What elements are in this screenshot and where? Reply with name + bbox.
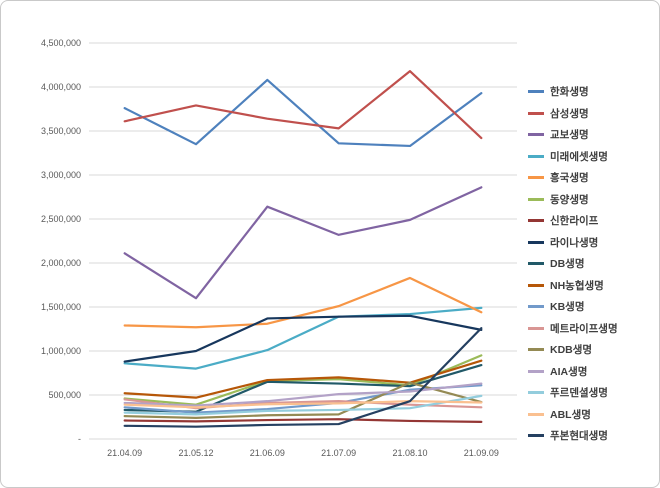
legend-swatch-icon — [528, 262, 544, 265]
legend-item: KDB생명 — [528, 343, 618, 356]
legend-item: 신한라이프 — [528, 214, 618, 227]
series-line — [123, 78, 483, 148]
x-axis-tick-label: 21.09.09 — [464, 448, 499, 458]
series-line — [123, 381, 483, 419]
y-axis-tick-label: 4,500,000 — [41, 38, 81, 48]
legend-swatch-icon — [528, 391, 544, 394]
legend-label: 푸본현대생명 — [550, 430, 608, 442]
legend-label: 교보생명 — [550, 129, 589, 141]
x-axis-tick-label: 21.05.12 — [178, 448, 213, 458]
series-line — [123, 327, 483, 428]
legend-label: 푸르덴셜생명 — [550, 387, 608, 399]
legend-label: 신한라이프 — [550, 215, 599, 227]
y-axis-tick-label: 2,500,000 — [41, 214, 81, 224]
legend-item: 삼성생명 — [528, 107, 618, 120]
x-axis-tick-label: 21.06.09 — [250, 448, 285, 458]
legend-label: 흥국생명 — [550, 172, 589, 184]
legend-item: 흥국생명 — [528, 171, 618, 184]
legend-item: 교보생명 — [528, 128, 618, 141]
y-axis-tick-label: 1,500,000 — [41, 302, 81, 312]
legend-swatch-icon — [528, 219, 544, 222]
legend-swatch-icon — [528, 133, 544, 136]
series-line — [123, 276, 483, 329]
y-axis-tick-label: 1,000,000 — [41, 346, 81, 356]
legend-label: 미래에셋생명 — [550, 150, 608, 163]
legend-label: 동양생명 — [550, 193, 589, 206]
legend-swatch-icon — [528, 176, 544, 179]
legend-item: NH농협생명 — [528, 279, 618, 292]
series-line — [123, 359, 483, 399]
series-line — [123, 394, 483, 416]
y-axis-tick-label: 3,500,000 — [41, 126, 81, 136]
legend-label: 라이나생명 — [550, 236, 599, 249]
legend-item: 라이나생명 — [528, 236, 618, 249]
legend-swatch-icon — [528, 369, 544, 373]
legend-label: KDB생명 — [550, 344, 593, 356]
legend-label: 메트라이프생명 — [550, 322, 618, 335]
legend-swatch-icon — [528, 111, 544, 115]
legend-item: 푸르덴셜생명 — [528, 386, 618, 399]
legend-label: 한화생명 — [550, 86, 589, 98]
series-line — [123, 314, 483, 363]
legend-swatch-icon — [528, 305, 544, 308]
legend-swatch-icon — [528, 197, 544, 201]
y-axis-tick-label: 2,000,000 — [41, 258, 81, 268]
legend-item: 동양생명 — [528, 193, 618, 206]
y-axis-tick-label: - — [78, 434, 81, 444]
series-line — [123, 306, 483, 370]
legend-swatch-icon — [528, 434, 544, 437]
series-line — [123, 400, 483, 409]
legend-item: 한화생명 — [528, 85, 618, 98]
y-axis-tick-label: 3,000,000 — [41, 170, 81, 180]
series-line — [123, 186, 483, 300]
legend-swatch-icon — [528, 90, 544, 93]
legend-item: KB생명 — [528, 300, 618, 313]
series-line — [123, 354, 483, 406]
legend-item: 미래에셋생명 — [528, 150, 618, 163]
legend-label: NH농협생명 — [550, 279, 604, 292]
series-line — [123, 418, 483, 423]
x-axis-tick-label: 21.07.09 — [321, 448, 356, 458]
legend-label: AIA생명 — [550, 365, 588, 378]
y-axis-tick-label: 500,000 — [48, 390, 81, 400]
x-axis-tick-label: 21.04.09 — [107, 448, 142, 458]
y-axis-tick-label: 4,000,000 — [41, 82, 81, 92]
legend-label: KB생명 — [550, 301, 585, 313]
legend-swatch-icon — [528, 154, 544, 158]
legend-swatch-icon — [528, 326, 544, 330]
legend-swatch-icon — [528, 412, 544, 416]
x-axis-tick-label: 21.08.10 — [392, 448, 427, 458]
legend-label: ABL생명 — [550, 408, 591, 421]
legend-item: DB생명 — [528, 257, 618, 270]
legend-swatch-icon — [528, 348, 544, 351]
legend-label: DB생명 — [550, 258, 585, 270]
legend-item: 메트라이프생명 — [528, 322, 618, 335]
legend-item: AIA생명 — [528, 365, 618, 378]
legend-swatch-icon — [528, 240, 544, 244]
legend-swatch-icon — [528, 283, 544, 287]
series-line — [123, 70, 483, 140]
legend-item: 푸본현대생명 — [528, 429, 618, 442]
legend-label: 삼성생명 — [550, 107, 589, 120]
legend-item: ABL생명 — [528, 408, 618, 421]
